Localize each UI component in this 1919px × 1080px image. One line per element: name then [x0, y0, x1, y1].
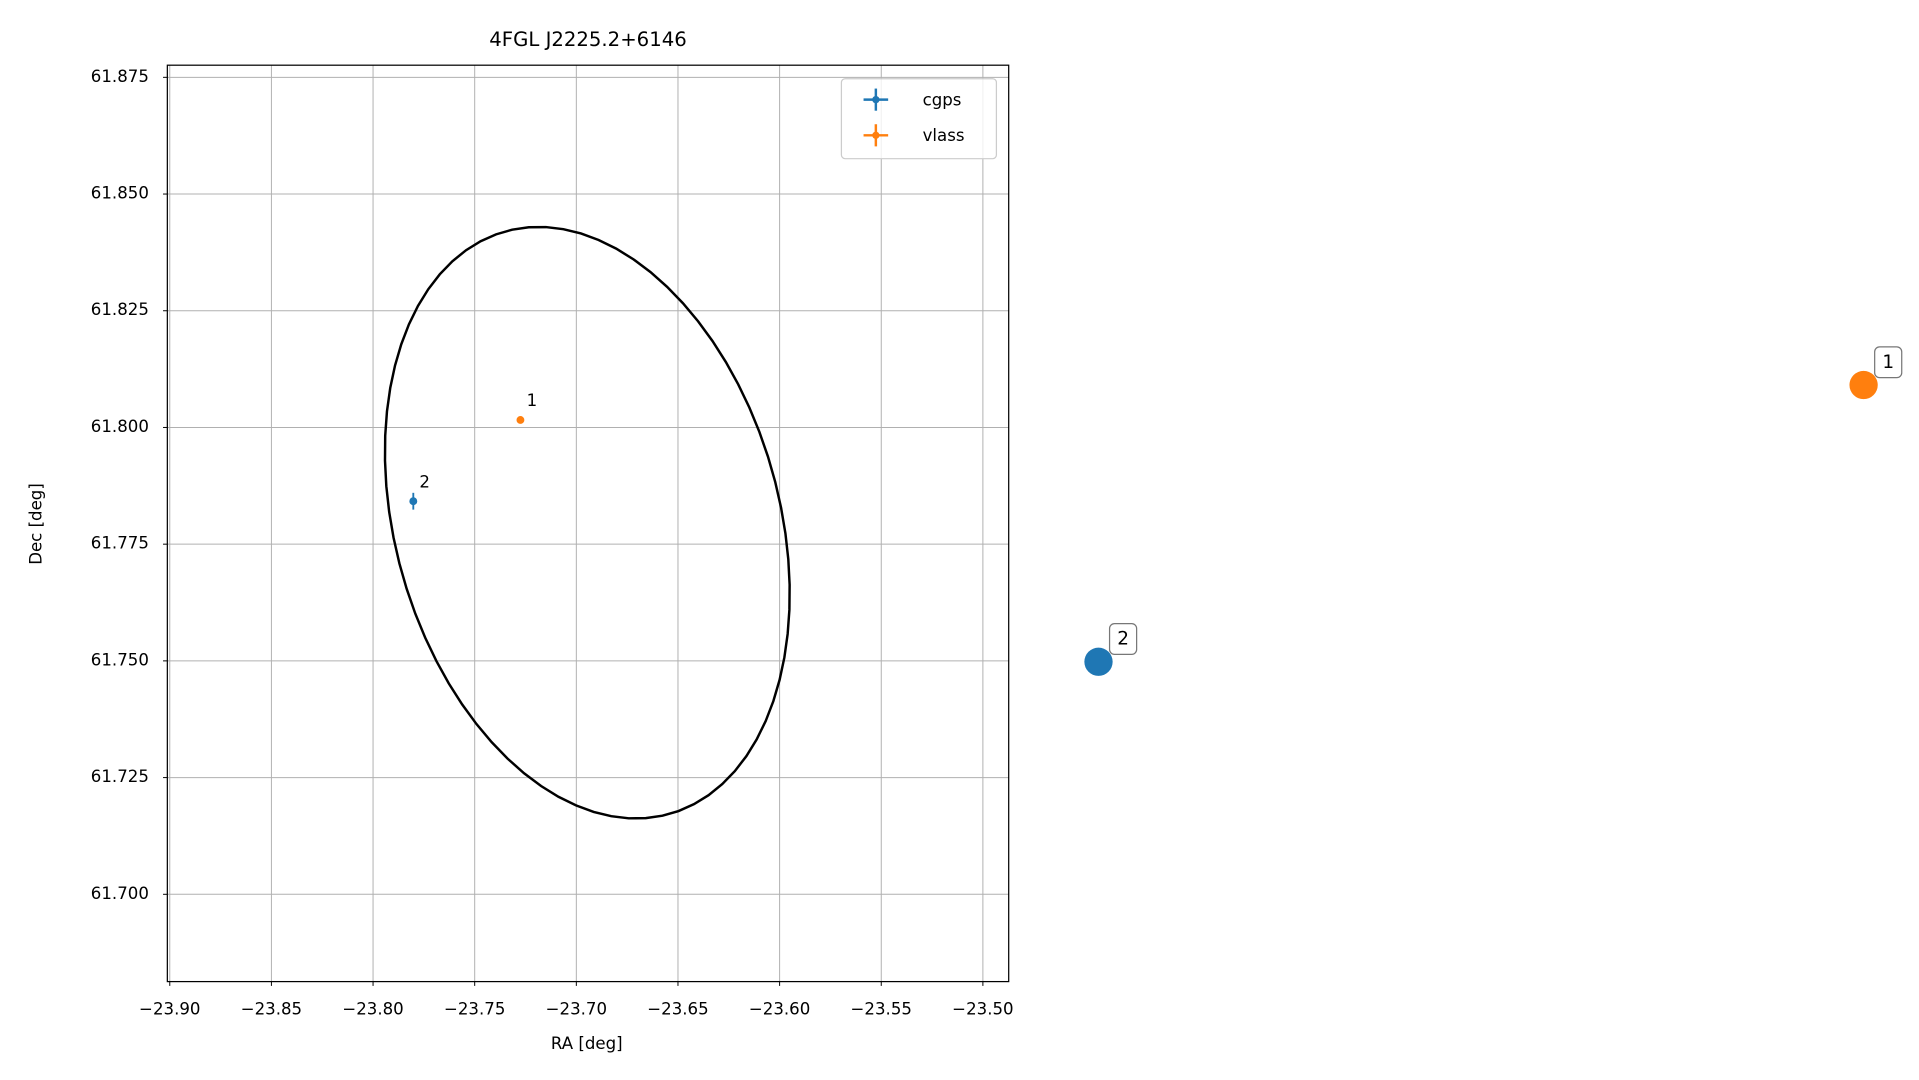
y-tick-label: 61.825 — [91, 300, 149, 319]
y-tick-label: 61.750 — [91, 650, 149, 669]
legend-label: vlass — [923, 126, 965, 145]
y-tick-label: 61.875 — [91, 67, 149, 86]
x-tick-label: −23.50 — [952, 999, 1013, 1018]
x-axis-label: RA [deg] — [551, 1034, 623, 1053]
x-tick-label: −23.55 — [851, 999, 912, 1018]
legend-label: cgps — [923, 90, 962, 109]
legend-box — [840, 78, 998, 160]
x-tick-label: −23.85 — [241, 999, 302, 1018]
x-tick-label: −23.75 — [444, 999, 505, 1018]
x-tick-label: −23.65 — [647, 999, 708, 1018]
error-ellipse — [383, 225, 791, 820]
side-label: 1 — [1882, 352, 1894, 373]
y-tick-label: 61.725 — [91, 767, 149, 786]
point-label: 2 — [419, 472, 430, 491]
x-tick-label: −23.70 — [546, 999, 607, 1018]
point — [516, 416, 525, 424]
y-tick-label: 61.850 — [91, 184, 149, 203]
plot-frame — [166, 64, 1010, 983]
side-label: 2 — [1117, 629, 1129, 650]
x-tick-label: −23.60 — [749, 999, 810, 1018]
y-axis-label: Dec [deg] — [26, 483, 45, 565]
side-label-box — [1108, 623, 1138, 656]
side-label-box — [1874, 346, 1903, 379]
legend-swatch — [872, 95, 880, 104]
y-tick-label: 61.775 — [91, 534, 149, 553]
legend-swatch — [872, 131, 880, 139]
chart-title: 4FGL J2225.2+6146 — [489, 28, 686, 51]
x-tick-label: −23.80 — [342, 999, 403, 1018]
x-tick-label: −23.90 — [139, 999, 200, 1018]
side-marker — [1084, 647, 1113, 676]
point — [409, 497, 418, 506]
y-tick-label: 61.800 — [91, 417, 149, 436]
side-marker — [1849, 370, 1878, 400]
y-tick-label: 61.700 — [91, 884, 149, 903]
point-label: 1 — [527, 391, 538, 410]
